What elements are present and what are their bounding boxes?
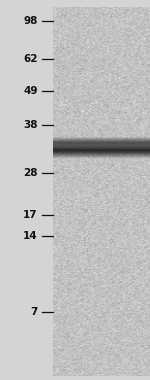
- Text: 62: 62: [23, 54, 38, 64]
- Text: 98: 98: [23, 16, 38, 26]
- Text: 38: 38: [23, 120, 38, 130]
- Text: 49: 49: [23, 86, 38, 96]
- Text: 17: 17: [23, 210, 38, 220]
- Text: 7: 7: [30, 307, 38, 317]
- Text: 14: 14: [23, 231, 38, 241]
- Text: 28: 28: [23, 168, 38, 178]
- Bar: [52, 8, 150, 376]
